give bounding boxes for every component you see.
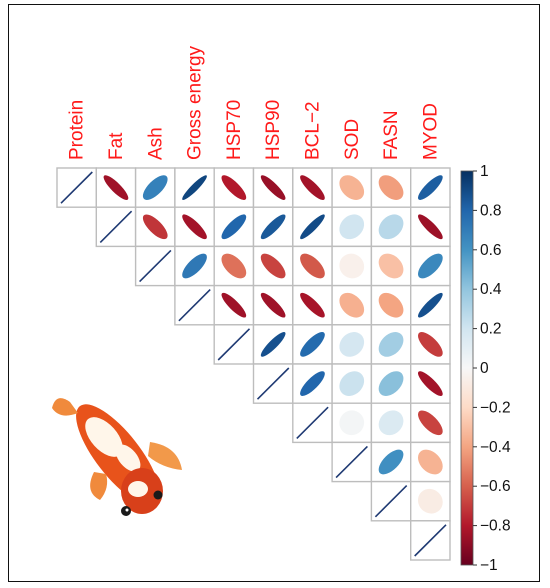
correlation-ellipse <box>260 292 286 318</box>
variable-label: SOD <box>342 119 363 160</box>
colorbar-tick-label: 0.8 <box>480 202 502 219</box>
correlation-ellipse <box>300 332 325 357</box>
correlation-ellipse <box>300 371 325 396</box>
correlation-ellipse <box>260 175 286 200</box>
correlation-ellipse <box>300 253 325 279</box>
correlation-ellipse <box>300 292 325 318</box>
variable-label: Ash <box>145 127 166 160</box>
correlation-ellipse <box>417 214 443 240</box>
correlation-ellipse <box>417 332 443 357</box>
colorbar: 1 0.8 0.6 0.4 0.2 0 −0.2 −0.4 −0.6 −0.8 −1 <box>460 163 511 574</box>
colorbar-tick-label: −0.4 <box>480 439 511 456</box>
colorbar-tick-label: 0.6 <box>480 242 502 259</box>
diagonal-line <box>60 171 93 204</box>
correlation-ellipse <box>417 449 443 475</box>
colorbar-tick-label: −0.6 <box>480 478 511 495</box>
correlation-ellipse <box>417 488 443 514</box>
correlation-ellipse <box>378 449 404 475</box>
colorbar-tick-label: −1 <box>480 557 498 574</box>
correlation-ellipse <box>417 253 443 279</box>
correlation-ellipse <box>339 253 365 279</box>
correlation-ellipse <box>142 214 168 240</box>
correlation-ellipse <box>339 292 365 318</box>
correlation-ellipse <box>378 175 404 200</box>
correlation-ellipse <box>221 175 247 200</box>
correlation-ellipse <box>260 253 286 279</box>
correlation-ellipse <box>339 410 365 436</box>
correlation-ellipse <box>378 214 404 240</box>
correlation-ellipse <box>339 214 365 240</box>
correlation-ellipse <box>182 175 207 200</box>
correlation-ellipse <box>182 253 207 279</box>
colorbar-tick-label: 1 <box>480 163 489 180</box>
colorbar-tick-label: −0.8 <box>480 518 511 535</box>
variable-label: MYOD <box>420 103 441 160</box>
variable-label: FASN <box>381 110 402 160</box>
correlation-ellipse <box>221 253 247 279</box>
matrix-cell <box>410 167 451 208</box>
variable-label: Fat <box>106 132 127 160</box>
correlation-ellipse <box>378 253 404 279</box>
variable-label: HSP70 <box>224 100 245 160</box>
correlation-ellipse <box>339 371 365 396</box>
diagonal-line <box>178 289 211 322</box>
correlation-ellipse <box>221 292 247 318</box>
diagonal-line <box>217 328 251 361</box>
correlation-ellipse <box>417 371 443 396</box>
correlation-ellipse <box>339 175 365 200</box>
correlation-ellipse <box>417 292 443 318</box>
diagonal-line <box>414 524 447 557</box>
colorbar-tick-label: −0.2 <box>480 399 511 416</box>
correlation-ellipse <box>300 214 325 240</box>
koi-fish-illustration <box>52 398 182 516</box>
correlation-ellipse <box>142 175 168 200</box>
correlation-ellipse <box>417 175 443 200</box>
colorbar-tick-label: 0.4 <box>480 281 502 298</box>
matrix-cell <box>252 324 294 365</box>
diagonal-line <box>374 485 408 518</box>
diagonal-line <box>139 249 172 283</box>
matrix-cell <box>331 206 373 248</box>
correlation-ellipse <box>378 371 404 396</box>
diagonal-line <box>99 210 133 243</box>
diagonal-line <box>335 445 368 479</box>
correlation-ellipse <box>260 214 286 240</box>
matrix-cell <box>213 284 255 326</box>
correlation-ellipse <box>221 214 247 240</box>
colorbar-gradient <box>460 170 474 566</box>
correlation-ellipse <box>339 332 365 357</box>
correlation-ellipse <box>378 332 404 357</box>
correlation-ellipse <box>260 332 286 357</box>
colorbar-tick-label: 0.2 <box>480 321 502 338</box>
variable-label: BCL−2 <box>302 101 323 160</box>
colorbar-tick-label: 0 <box>480 360 489 377</box>
diagonal-line <box>296 406 329 439</box>
correlation-ellipse <box>378 410 404 436</box>
correlation-ellipse <box>103 175 129 200</box>
variable-label: Protein <box>67 100 88 160</box>
correlation-ellipse <box>378 292 404 318</box>
correlation-ellipse <box>182 214 207 240</box>
variable-label: HSP90 <box>263 100 284 160</box>
diagonal-line <box>256 367 290 400</box>
correlation-ellipse <box>300 175 325 200</box>
matrix-cell <box>134 206 176 248</box>
correlation-ellipse <box>417 410 443 436</box>
variable-label: Gross energy <box>185 45 206 160</box>
